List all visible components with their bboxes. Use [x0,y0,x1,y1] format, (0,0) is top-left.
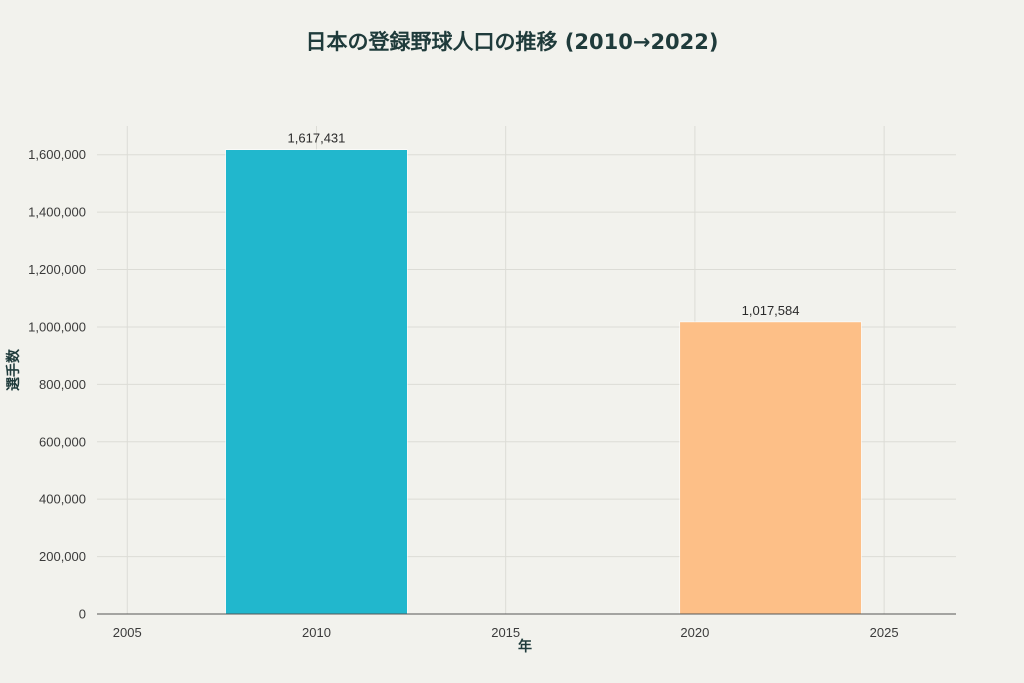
x-tick-label: 2005 [113,625,142,640]
y-tick-label: 200,000 [39,549,86,564]
y-tick-label: 1,000,000 [28,319,86,334]
x-axis-title: 年 [518,638,532,655]
y-tick-label: 600,000 [39,434,86,449]
bar-value-label: 1,617,431 [288,131,346,146]
y-tick-label: 400,000 [39,492,86,507]
y-tick-label: 800,000 [39,377,86,392]
chart-title: 日本の登録野球人口の推移 (2010→2022) [305,30,719,54]
x-tick-label: 2010 [302,625,331,640]
x-tick-label: 2025 [870,625,899,640]
x-tick-label: 2020 [680,625,709,640]
y-axis-title: 選手数 [5,348,22,391]
bar-2010 [225,149,408,615]
y-tick-label: 0 [79,607,86,622]
x-tick-label: 2015 [491,625,520,640]
y-tick-label: 1,600,000 [28,147,86,162]
bar-value-label: 1,017,584 [742,303,800,318]
bar-2022 [679,321,862,615]
y-tick-label: 1,400,000 [28,205,86,220]
y-tick-label: 1,200,000 [28,262,86,277]
